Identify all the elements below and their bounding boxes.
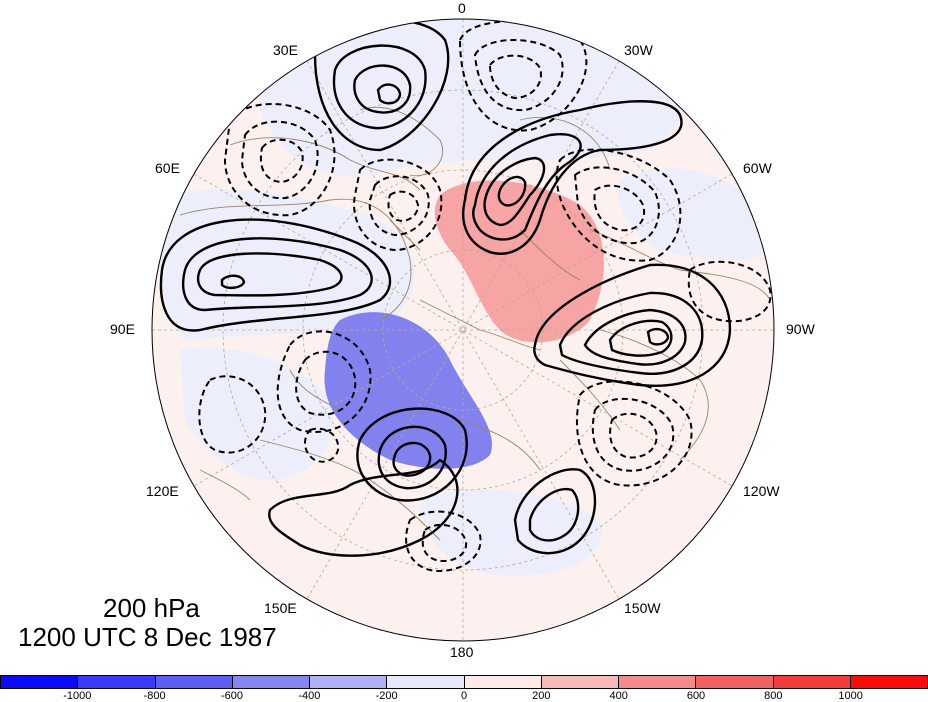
longitude-label-30w: 30W [624, 42, 653, 58]
longitude-label-120w: 120W [743, 483, 780, 499]
colorbar-box [541, 676, 619, 688]
longitude-label-60w: 60W [743, 160, 772, 176]
colorbar-box [850, 676, 927, 688]
colorbar-box [387, 676, 465, 688]
colorbar-tick-label: 1000 [838, 690, 863, 702]
colorbar-tick-label: 0 [460, 690, 468, 702]
longitude-label-150w: 150W [624, 600, 661, 616]
longitude-label-90e: 90E [110, 321, 135, 337]
negative-shading-southwest [180, 347, 333, 481]
colorbar-box [155, 676, 233, 688]
colorbar-tick-label: -400 [298, 690, 321, 702]
colorbar [0, 675, 928, 689]
colorbar-tick-label: 800 [764, 690, 783, 702]
colorbar-tick-label: -200 [375, 690, 398, 702]
colorbar-tick-label: -600 [220, 690, 244, 702]
colorbar-box [619, 676, 697, 688]
colorbar-box [773, 676, 851, 688]
colorbar-box [78, 676, 156, 688]
negative-shading-west [159, 189, 415, 341]
colorbar-tick-label: -800 [143, 690, 166, 702]
colorbar-box [696, 676, 774, 688]
coastlines [179, 106, 771, 541]
valid-time-title: 1200 UTC 8 Dec 1987 [18, 622, 277, 652]
longitude-label-180: 180 [450, 644, 474, 660]
colorbar-box [464, 676, 542, 688]
negative-shading-south [420, 489, 602, 576]
colorbar-box [232, 676, 310, 688]
longitude-label-150e: 150E [264, 600, 297, 616]
pressure-level-title: 200 hPa [103, 593, 200, 623]
longitude-label-60e: 60E [155, 160, 180, 176]
longitude-label-30e: 30E [273, 42, 298, 58]
dashed-contours [198, 20, 772, 572]
colorbar-tick-label: 400 [609, 690, 628, 702]
map-boundary [151, 18, 775, 642]
colorbar-tick-label: 200 [532, 690, 551, 702]
longitude-label-0: 0 [458, 0, 466, 16]
positive-anomaly-shading [434, 180, 604, 343]
longitude-label-120e: 120E [146, 483, 179, 499]
colorbar-box [310, 676, 388, 688]
negative-shading-east [617, 168, 774, 260]
colorbar-box [1, 676, 79, 688]
colorbar-tick-label: 600 [686, 690, 706, 702]
longitude-label-90w: 90W [786, 321, 815, 337]
colorbar-tick-label: -1000 [63, 690, 92, 702]
